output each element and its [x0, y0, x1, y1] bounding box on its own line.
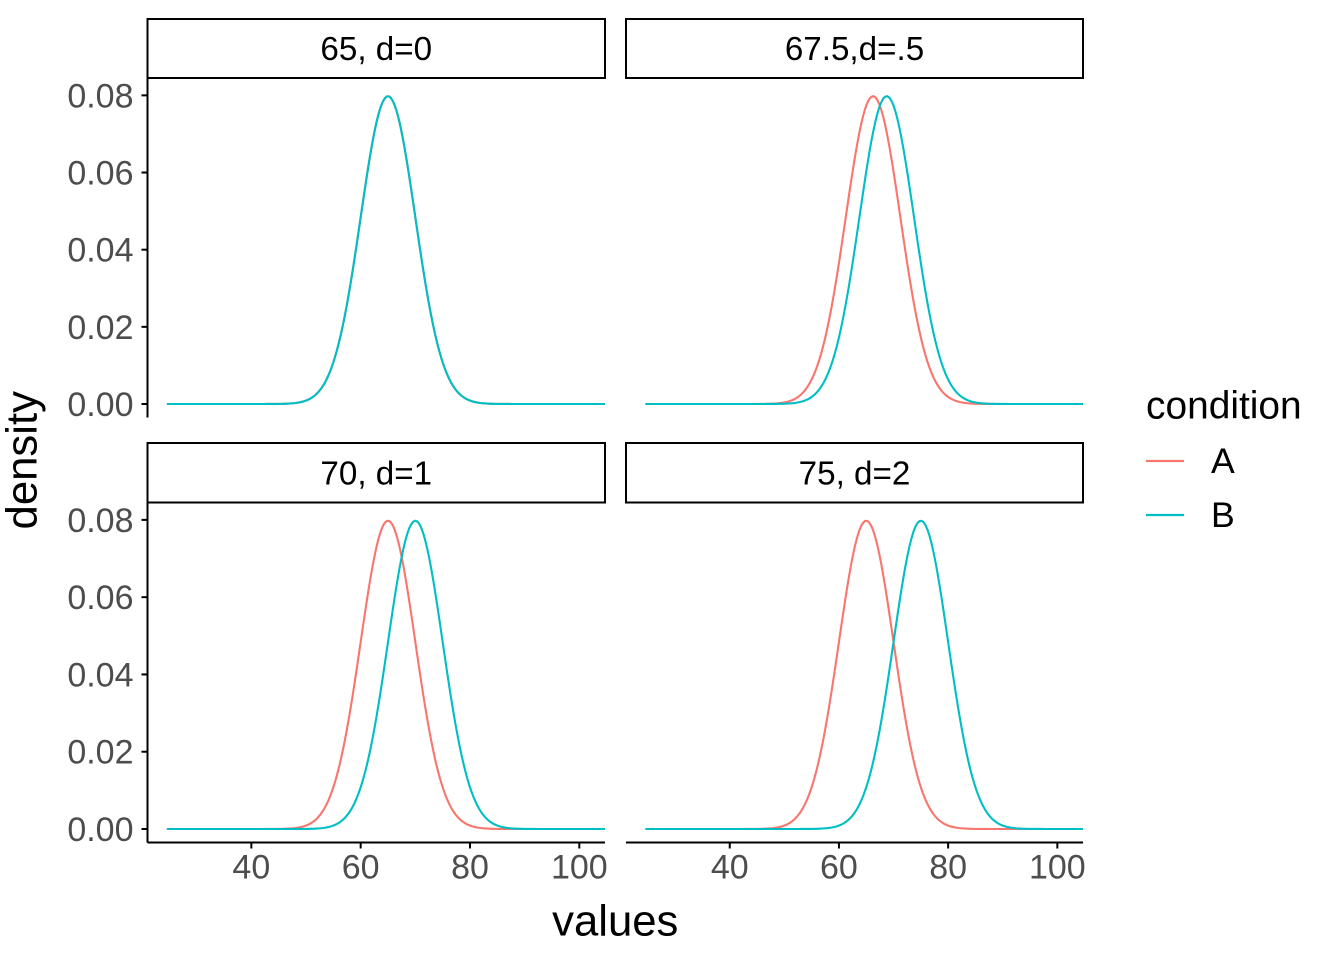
svg-text:B: B — [1211, 495, 1235, 535]
svg-text:60: 60 — [820, 849, 858, 887]
svg-text:100: 100 — [551, 849, 608, 887]
svg-text:0.02: 0.02 — [67, 734, 133, 772]
svg-text:0.00: 0.00 — [67, 811, 133, 849]
svg-text:0.08: 0.08 — [67, 502, 133, 540]
svg-text:100: 100 — [1029, 849, 1086, 887]
svg-text:0.06: 0.06 — [67, 155, 133, 193]
svg-text:65, d=0: 65, d=0 — [320, 31, 432, 68]
svg-text:70, d=1: 70, d=1 — [320, 455, 432, 492]
svg-text:0.06: 0.06 — [67, 579, 133, 617]
svg-text:80: 80 — [929, 849, 967, 887]
svg-text:density: density — [0, 391, 47, 530]
svg-text:0.02: 0.02 — [67, 309, 133, 347]
svg-text:values: values — [552, 897, 678, 946]
svg-text:0.04: 0.04 — [67, 656, 133, 694]
svg-text:40: 40 — [232, 849, 270, 887]
svg-text:0.04: 0.04 — [67, 232, 133, 270]
svg-text:60: 60 — [342, 849, 380, 887]
svg-text:67.5,d=.5: 67.5,d=.5 — [785, 31, 924, 68]
svg-text:0.08: 0.08 — [67, 77, 133, 115]
svg-text:80: 80 — [451, 849, 489, 887]
svg-text:A: A — [1211, 441, 1235, 481]
svg-text:condition: condition — [1146, 385, 1302, 428]
svg-text:0.00: 0.00 — [67, 386, 133, 424]
svg-text:75, d=2: 75, d=2 — [799, 455, 911, 492]
svg-text:40: 40 — [711, 849, 749, 887]
